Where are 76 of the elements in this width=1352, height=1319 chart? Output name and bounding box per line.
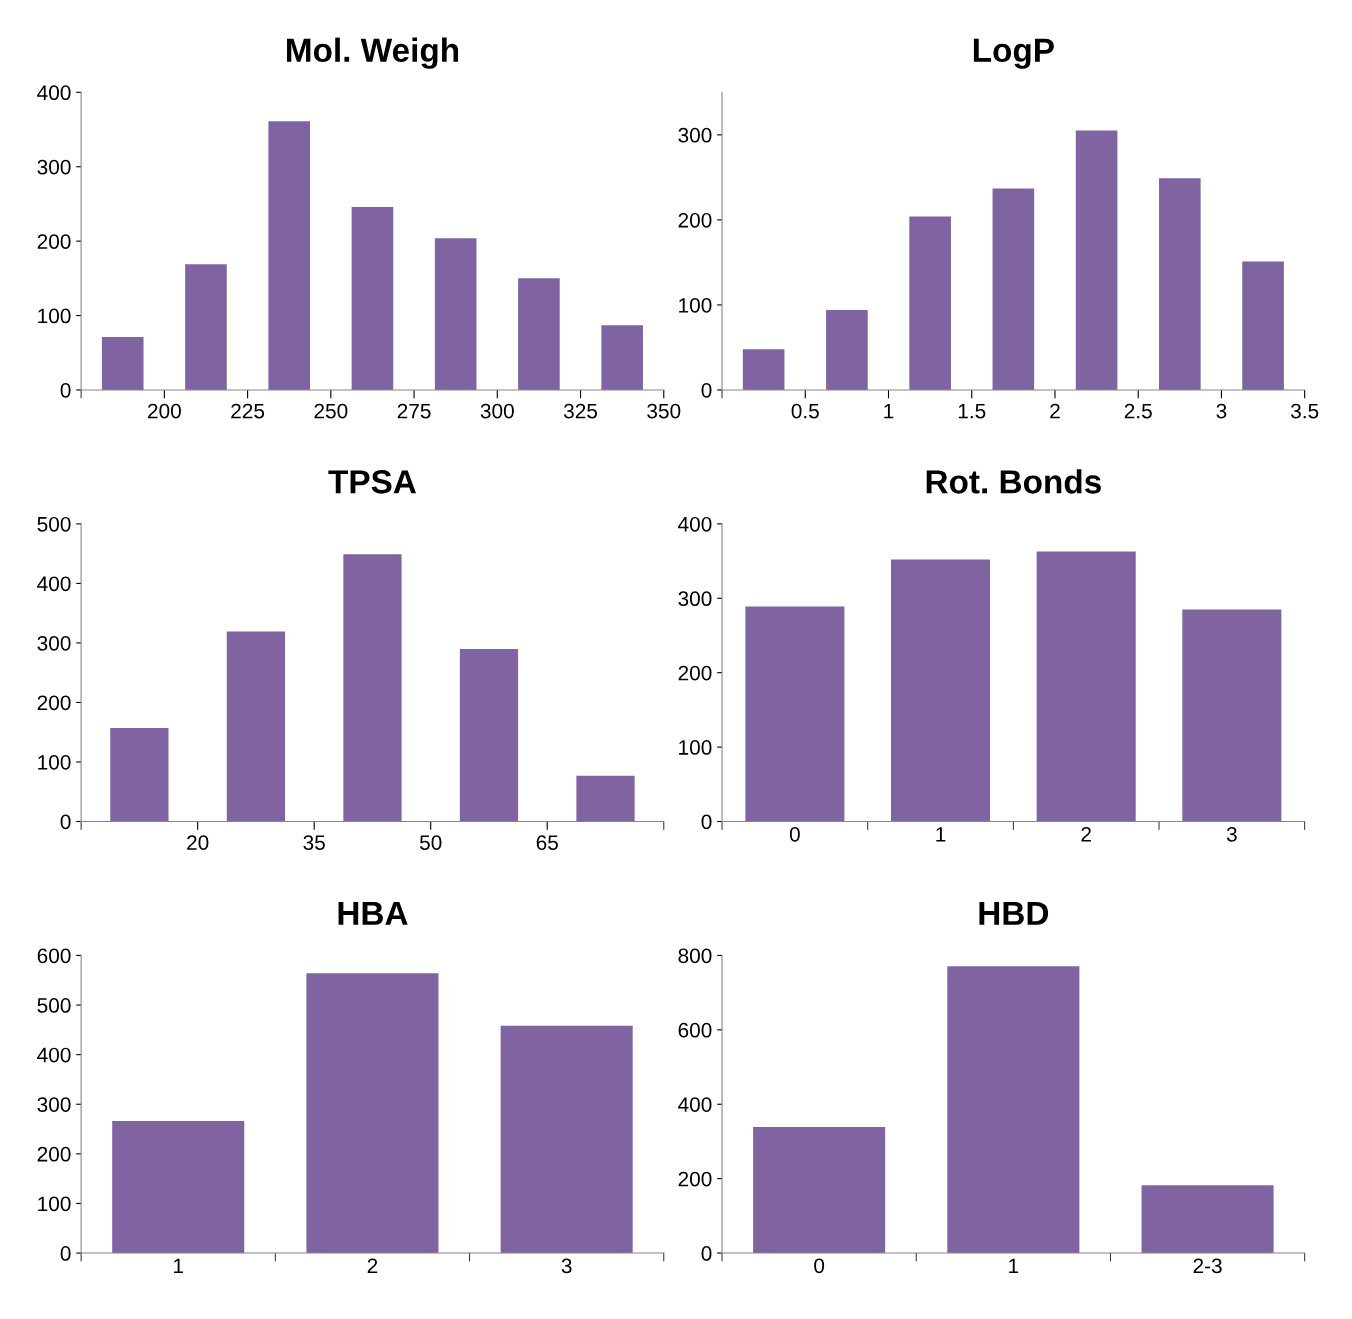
x-tick-label: 35: [303, 835, 325, 850]
chart-title: LogP: [973, 38, 1054, 69]
y-tick-label: 500: [37, 516, 71, 532]
x-tick-label: 2: [1081, 826, 1091, 842]
x-tick-label: 50: [419, 835, 442, 850]
y-tick-label: 0: [701, 382, 712, 398]
bar: [500, 1025, 633, 1254]
bar: [1141, 1185, 1274, 1254]
y-tick-label: 400: [37, 1047, 71, 1063]
bar: [745, 606, 845, 822]
chart-title: TPSA: [328, 470, 417, 494]
y-tick-label: 0: [701, 1246, 712, 1261]
y-tick-label: 600: [678, 1022, 712, 1038]
x-tick-label: 3: [561, 1258, 572, 1274]
x-tick-label: 3: [1216, 403, 1227, 419]
y-tick-label: 0: [701, 814, 712, 830]
x-tick-label: 20: [187, 835, 209, 850]
y-tick-label: 200: [678, 665, 712, 681]
y-tick-label: 200: [37, 234, 71, 249]
x-tick-label: 2: [1050, 403, 1060, 419]
y-tick-label: 100: [679, 297, 712, 313]
y-tick-label: 300: [37, 635, 71, 651]
bar: [112, 1121, 245, 1254]
x-tick-label: 1: [174, 1258, 183, 1274]
chart-title: Mol. Weigh: [287, 37, 459, 69]
x-tick-label: 275: [397, 403, 431, 419]
x-tick-label: 1: [884, 403, 894, 419]
y-tick-label: 300: [37, 159, 71, 175]
y-tick-label: 500: [37, 998, 71, 1013]
y-tick-label: 100: [38, 308, 71, 324]
x-tick-label: 300: [480, 403, 514, 419]
y-tick-label: 0: [60, 1246, 71, 1261]
x-tick-label: 1: [1009, 1258, 1019, 1274]
chart-title: HBA: [338, 901, 408, 925]
x-tick-label: 200: [148, 403, 181, 419]
y-tick-label: 0: [60, 814, 71, 830]
y-tick-label: 800: [678, 948, 712, 964]
y-tick-label: 200: [37, 695, 71, 711]
chart-title: HBD: [979, 901, 1049, 925]
x-tick-label: 1.5: [958, 403, 986, 419]
x-tick-label: 3.5: [1291, 403, 1319, 419]
x-tick-label: 2.5: [1124, 403, 1152, 419]
y-tick-label: 200: [37, 1146, 71, 1162]
x-tick-label: 2-3: [1193, 1258, 1222, 1274]
chart-title: Rot. Bonds: [926, 469, 1101, 494]
y-tick-label: 200: [678, 212, 712, 228]
y-tick-label: 400: [678, 516, 712, 532]
x-tick-label: 225: [231, 403, 265, 419]
y-tick-label: 300: [678, 591, 712, 607]
x-tick-label: 0: [789, 826, 800, 842]
y-tick-label: 400: [678, 1097, 712, 1112]
bar: [1182, 609, 1282, 822]
x-tick-label: 1: [936, 827, 946, 842]
y-tick-label: 300: [678, 127, 712, 143]
bar: [947, 966, 1080, 1254]
y-tick-label: 0: [60, 382, 71, 398]
y-tick-label: 400: [37, 576, 71, 592]
x-tick-label: 325: [563, 403, 598, 419]
x-tick-label: 3: [1226, 826, 1237, 842]
y-tick-label: 400: [37, 85, 71, 101]
x-tick-label: 250: [314, 403, 348, 419]
y-tick-label: 100: [38, 1196, 71, 1212]
x-tick-label: 65: [536, 835, 558, 850]
x-tick-label: 0: [814, 1258, 825, 1274]
bar: [753, 1126, 886, 1254]
bar: [306, 973, 439, 1254]
y-tick-label: 100: [38, 754, 71, 770]
x-tick-label: 0.5: [791, 403, 819, 419]
bar: [891, 559, 991, 822]
x-tick-label: 350: [647, 403, 681, 419]
bar: [1036, 551, 1136, 822]
y-tick-label: 100: [679, 740, 712, 755]
x-tick-label: 2: [367, 1258, 378, 1274]
y-tick-label: 200: [678, 1171, 712, 1187]
y-tick-label: 600: [37, 948, 71, 964]
y-tick-label: 300: [37, 1097, 71, 1112]
